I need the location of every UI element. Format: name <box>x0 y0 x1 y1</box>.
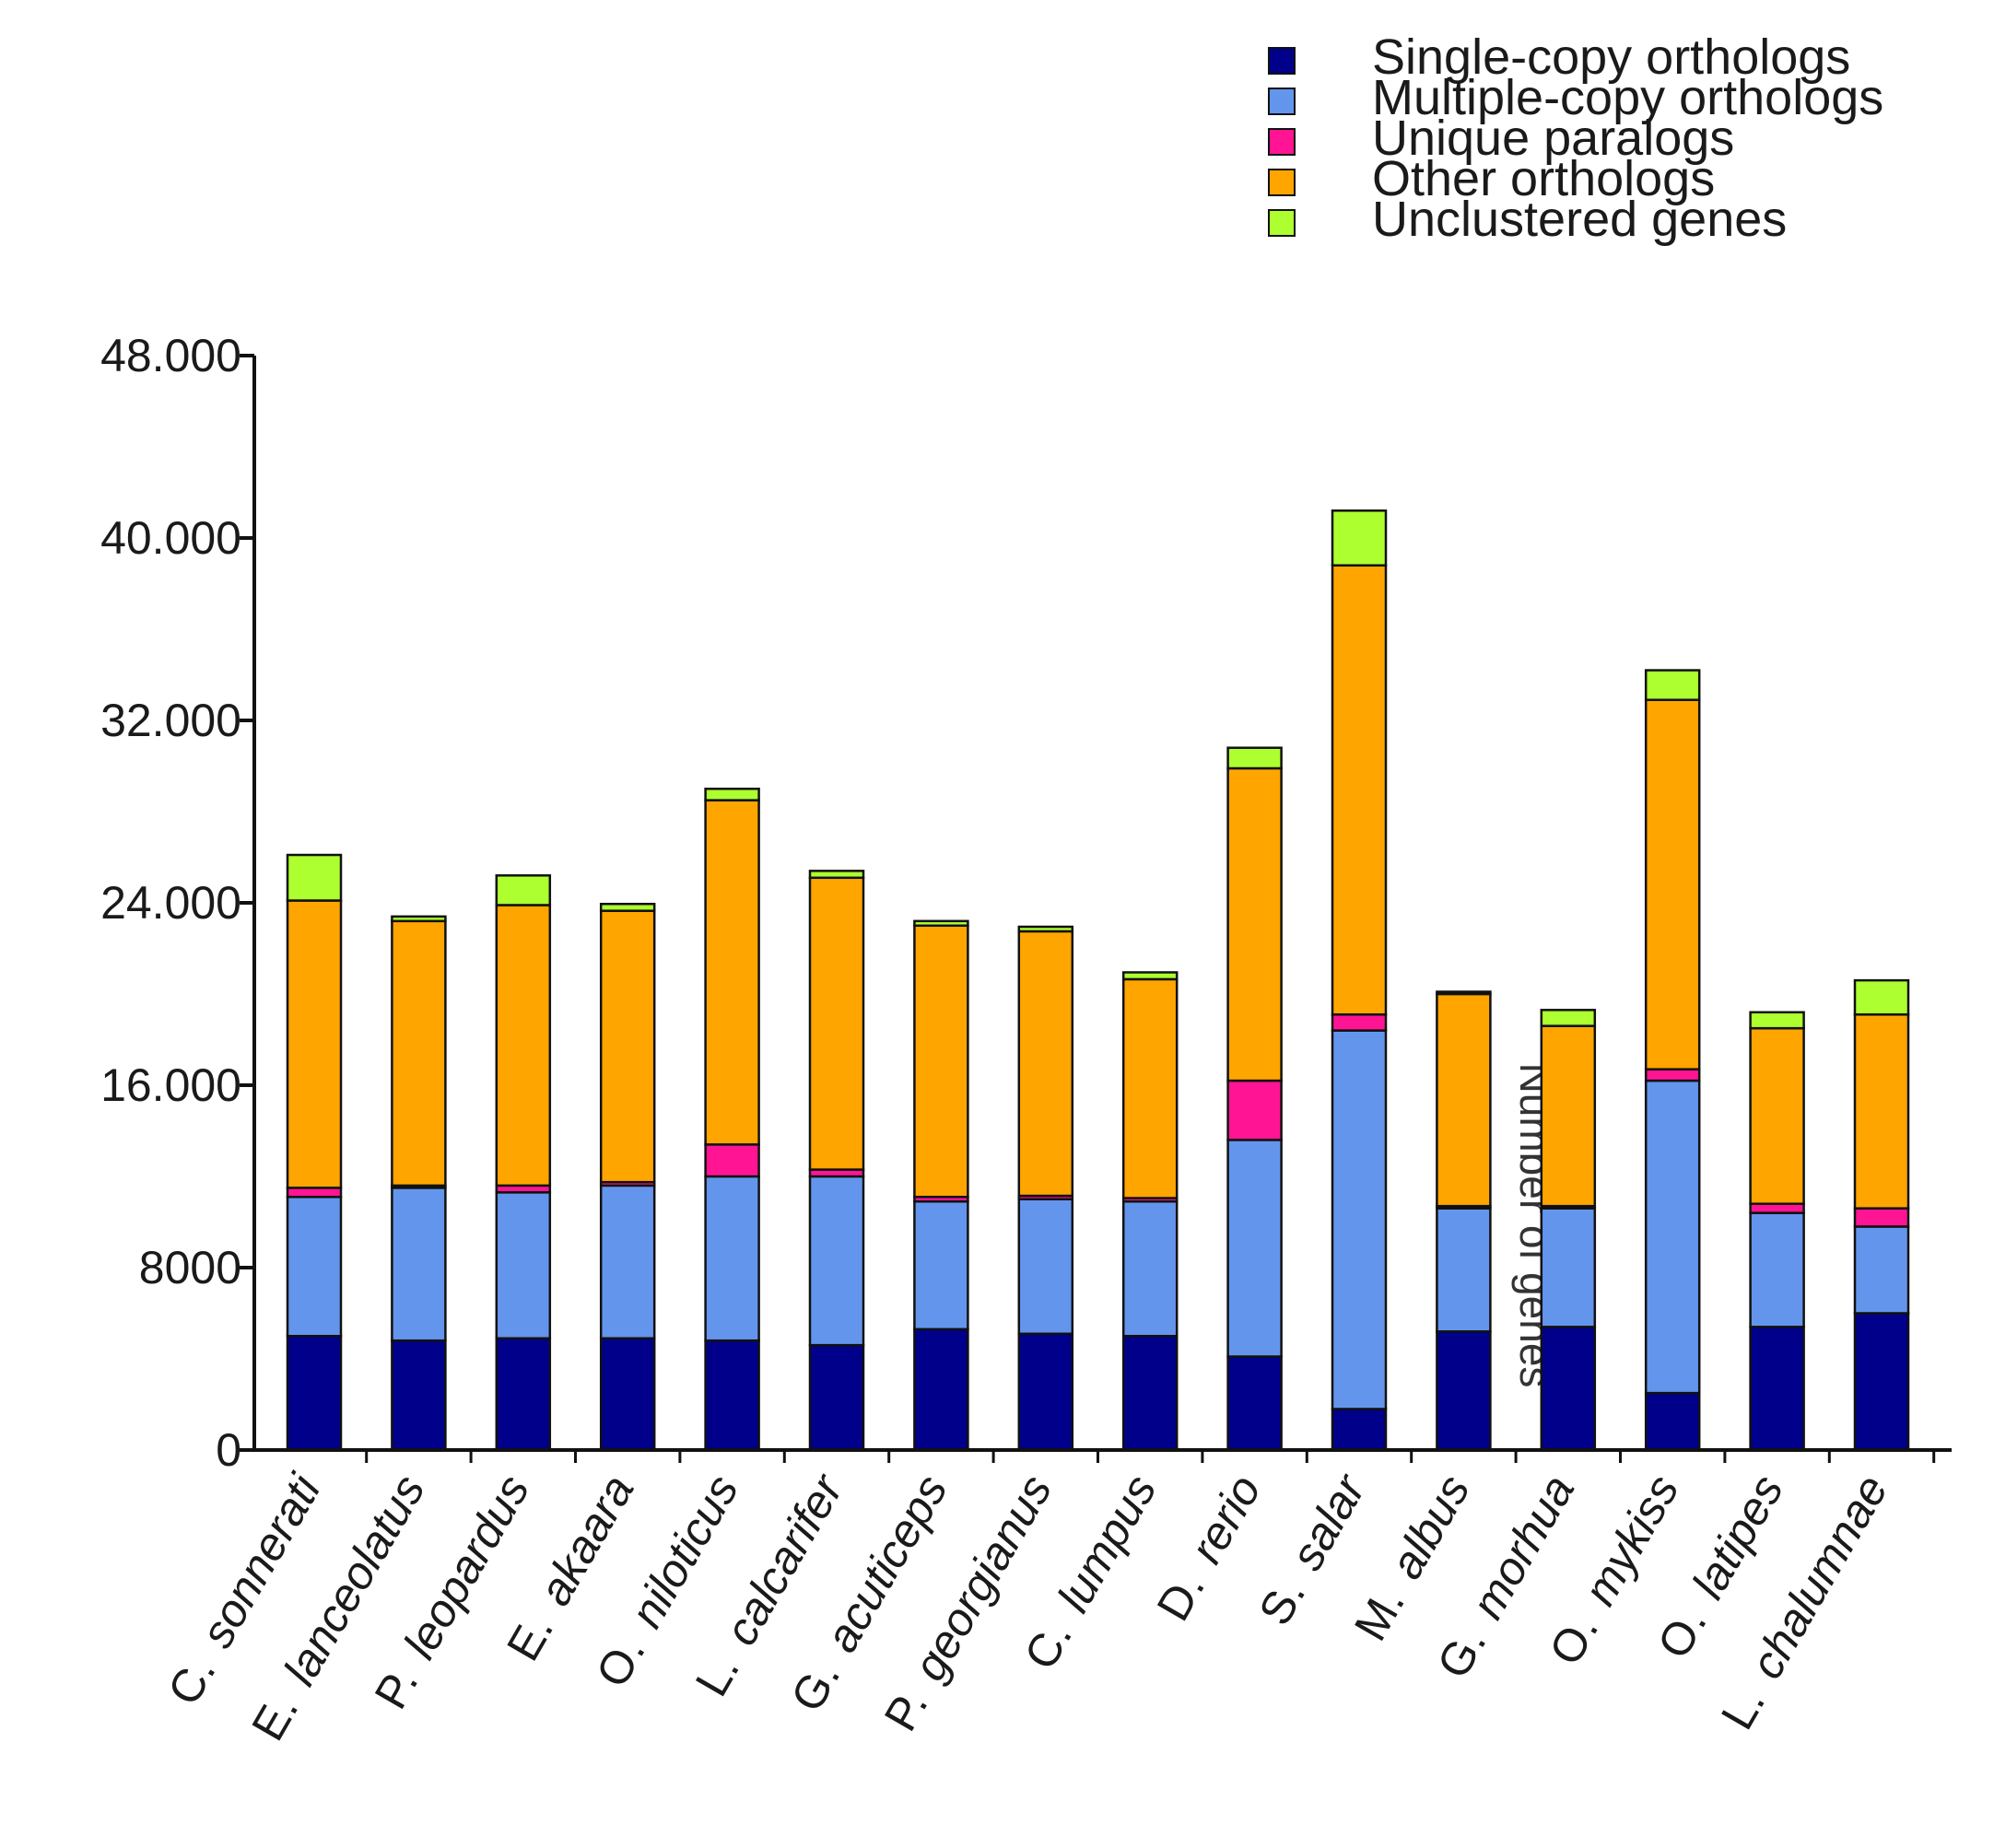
bar-segment-georgianus-2 <box>1017 1198 1074 1336</box>
bar-segment-sonnerati-5 <box>286 853 343 902</box>
bar-segment-salar-5 <box>1331 509 1388 567</box>
bar-segment-latipes-1 <box>1749 1326 1805 1452</box>
bar-segment-georgianus-4 <box>1017 930 1074 1198</box>
y-tick-label: 40.000 <box>100 512 241 564</box>
bar-segment-chalumnae-3 <box>1853 1207 1910 1228</box>
bar-segment-lanceolatus-5 <box>391 915 447 923</box>
bar-segment-leopardus-1 <box>495 1337 552 1452</box>
bar-segment-acuticeps-4 <box>913 924 969 1199</box>
bar-segment-mykiss-3 <box>1644 1068 1701 1082</box>
legend-swatch-1 <box>1268 47 1296 75</box>
bar-segment-calcarifer-5 <box>808 870 865 880</box>
bar-segment-niloticus-3 <box>704 1143 760 1178</box>
legend-label-3: Unique paralogs <box>1372 111 1734 166</box>
bar-segment-salar-4 <box>1331 564 1388 1016</box>
bar-segment-mykiss-5 <box>1644 669 1701 701</box>
legend-swatch-2 <box>1268 88 1296 115</box>
bar-segment-rerio-2 <box>1226 1139 1283 1358</box>
bar-segment-lumpus-1 <box>1121 1335 1179 1452</box>
bars <box>286 509 1910 1452</box>
bar-segment-akaara-5 <box>599 902 656 912</box>
bar-segment-lanceolatus-4 <box>391 919 447 1187</box>
bar-segment-chalumnae-5 <box>1853 978 1910 1016</box>
bar-segment-latipes-4 <box>1749 1026 1805 1205</box>
legend-swatch-4 <box>1268 169 1296 196</box>
bar-segment-akaara-1 <box>599 1337 656 1452</box>
bar-segment-calcarifer-4 <box>808 876 865 1171</box>
legend-swatch-3 <box>1268 128 1296 156</box>
bar-segment-chalumnae-4 <box>1853 1013 1910 1210</box>
bar-segment-sonnerati-1 <box>286 1335 343 1452</box>
bar-segment-georgianus-1 <box>1017 1332 1074 1452</box>
bar-segment-mykiss-4 <box>1644 698 1701 1070</box>
bar-segment-chalumnae-1 <box>1853 1312 1910 1452</box>
bar-segment-leopardus-2 <box>495 1191 552 1339</box>
bar-segment-latipes-5 <box>1749 1011 1805 1030</box>
bar-segment-mykiss-1 <box>1644 1391 1701 1452</box>
bar-segment-calcarifer-2 <box>808 1175 865 1347</box>
y-tick-label: 0 <box>216 1424 241 1476</box>
y-tick-label: 32.000 <box>100 695 241 746</box>
bar-segment-salar-1 <box>1331 1408 1388 1452</box>
bar-segment-lumpus-2 <box>1121 1199 1179 1338</box>
bar-segment-salar-3 <box>1331 1013 1388 1032</box>
bar-segment-latipes-2 <box>1749 1211 1805 1328</box>
x-tick-labels: C.sonneratiE.lanceolatusP.leopardusE.aka… <box>158 1464 1897 1749</box>
legend-swatch-5 <box>1268 209 1296 237</box>
bar-segment-mykiss-2 <box>1644 1079 1701 1395</box>
bar-segment-sonnerati-3 <box>286 1187 343 1199</box>
bar-segment-latipes-3 <box>1749 1202 1805 1214</box>
y-tick-label: 48.000 <box>100 330 241 381</box>
bar-segment-leopardus-4 <box>495 904 552 1187</box>
bar-segment-morhua-1 <box>1540 1326 1597 1452</box>
bar-segment-niloticus-5 <box>704 788 760 801</box>
bar-segment-rerio-1 <box>1226 1355 1283 1452</box>
y-tick-label: 16.000 <box>100 1059 241 1111</box>
bar-segment-albus-1 <box>1436 1330 1492 1452</box>
bar-segment-morhua-4 <box>1540 1024 1597 1208</box>
bar-segment-georgianus-5 <box>1017 925 1074 933</box>
bar-segment-sonnerati-2 <box>286 1196 343 1338</box>
legend-label-5: Unclustered genes <box>1372 192 1787 247</box>
bar-segment-akaara-2 <box>599 1184 656 1339</box>
bar-segment-acuticeps-1 <box>913 1328 969 1452</box>
y-ticks: 0 8000 16.000 24.000 32.000 40.000 48.000 <box>100 330 254 1476</box>
legend-label-1: Single-copy orthologs <box>1372 29 1850 85</box>
bar-segment-sonnerati-4 <box>286 899 343 1189</box>
y-tick-label: 8000 <box>139 1242 241 1293</box>
bar-segment-lumpus-4 <box>1121 977 1179 1199</box>
bar-segment-acuticeps-2 <box>913 1199 969 1331</box>
bar-segment-lumpus-5 <box>1121 971 1179 981</box>
bar-segment-salar-2 <box>1331 1029 1388 1410</box>
bar-segment-leopardus-5 <box>495 874 552 906</box>
bar-segment-calcarifer-1 <box>808 1343 865 1452</box>
bar-segment-morhua-5 <box>1540 1009 1597 1027</box>
legend-label-2: Multiple-copy orthologs <box>1372 70 1883 125</box>
bar-segment-rerio-4 <box>1226 766 1283 1082</box>
bar-segment-lanceolatus-2 <box>391 1187 447 1342</box>
bar-segment-lanceolatus-1 <box>391 1339 447 1452</box>
bar-segment-niloticus-2 <box>704 1175 760 1342</box>
y-tick-label: 24.000 <box>100 877 241 929</box>
bar-segment-albus-5 <box>1436 990 1492 996</box>
bar-segment-acuticeps-5 <box>913 919 969 927</box>
bar-segment-albus-4 <box>1436 992 1492 1208</box>
legend-label-4: Other orthologs <box>1372 151 1715 206</box>
bar-segment-morhua-2 <box>1540 1207 1597 1328</box>
bar-segment-rerio-5 <box>1226 746 1283 770</box>
bar-segment-albus-2 <box>1436 1207 1492 1333</box>
bar-segment-niloticus-1 <box>704 1339 760 1452</box>
bar-segment-chalumnae-2 <box>1853 1225 1910 1315</box>
bar-segment-niloticus-4 <box>704 799 760 1146</box>
bar-segment-rerio-3 <box>1226 1079 1283 1141</box>
bar-segment-akaara-4 <box>599 909 656 1184</box>
